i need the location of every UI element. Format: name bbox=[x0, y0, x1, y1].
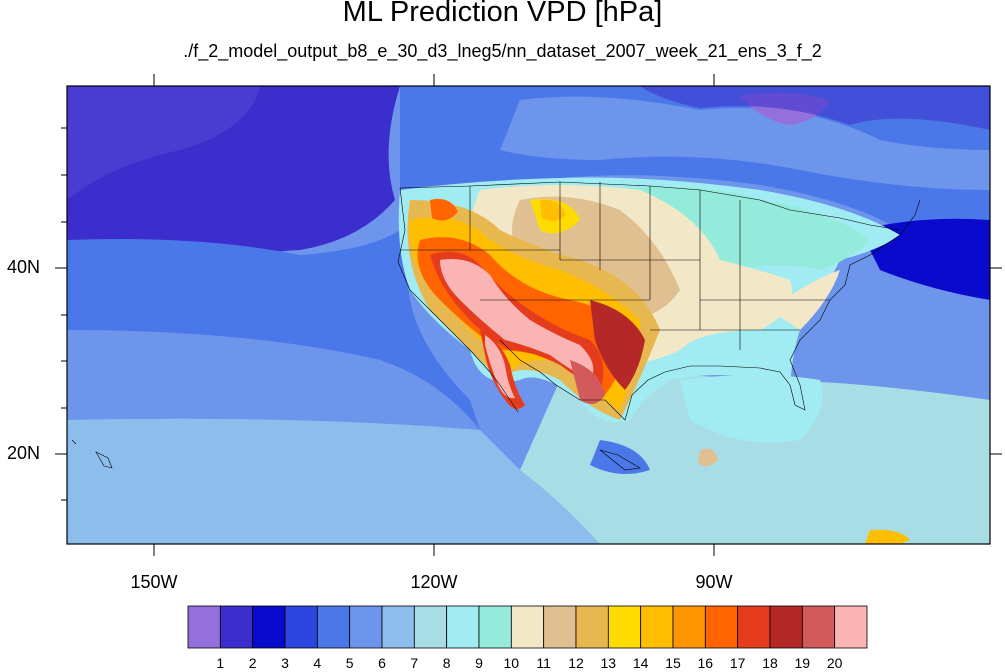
colorbar-tick-label: 10 bbox=[503, 655, 520, 671]
colorbar-box bbox=[446, 605, 480, 649]
colorbar-tick-label: 20 bbox=[826, 655, 843, 671]
colorbar-tick-label: 6 bbox=[378, 655, 386, 671]
colorbar-box bbox=[834, 605, 868, 649]
coastlines bbox=[71, 181, 921, 471]
colorbar-box bbox=[607, 605, 642, 649]
colorbar-box bbox=[543, 605, 577, 649]
colorbar-box bbox=[801, 605, 836, 649]
colorbar-box bbox=[640, 605, 674, 649]
lon-label-120w: 120W bbox=[410, 572, 458, 592]
colorbar-tick-label: 17 bbox=[729, 655, 746, 671]
colorbar-tick-label: 1 bbox=[216, 655, 225, 671]
colorbar-box bbox=[381, 605, 415, 649]
colorbar-box bbox=[349, 605, 383, 649]
colorbar-box bbox=[284, 605, 318, 649]
colorbar-box bbox=[704, 605, 739, 649]
colorbar-tick-label: 5 bbox=[345, 655, 354, 671]
colorbar-tick-label: 16 bbox=[697, 655, 714, 671]
colorbar-tick-label: 3 bbox=[281, 655, 289, 671]
colorbar-box bbox=[219, 605, 254, 649]
colorbar-box bbox=[672, 605, 706, 649]
colorbar-box bbox=[413, 605, 448, 649]
colorbar-tick-label: 4 bbox=[313, 655, 322, 671]
colorbar-tick-label: 18 bbox=[762, 655, 778, 671]
lat-label-20n: 20N bbox=[7, 443, 41, 463]
lon-label-90w: 90W bbox=[695, 572, 733, 592]
colorbar bbox=[187, 605, 868, 649]
colorbar-tick-label: 19 bbox=[794, 655, 811, 671]
colorbar-tick-label: 14 bbox=[632, 655, 649, 671]
colorbar-box bbox=[252, 605, 286, 649]
colorbar-box bbox=[316, 605, 351, 649]
colorbar-tick-label: 15 bbox=[665, 655, 681, 671]
axis-ticks bbox=[55, 74, 1002, 556]
colorbar-box bbox=[187, 605, 221, 649]
colorbar-tick-label: 12 bbox=[568, 655, 584, 671]
chart-title: ML Prediction VPD [hPa] bbox=[342, 0, 663, 28]
colorbar-tick-label: 8 bbox=[442, 655, 451, 671]
colorbar-box bbox=[769, 605, 803, 649]
colorbar-tick-label: 13 bbox=[600, 655, 617, 671]
colorbar-tick-label: 9 bbox=[475, 655, 483, 671]
vpd-field bbox=[67, 86, 990, 544]
colorbar-box bbox=[737, 605, 771, 649]
chart-subtitle: ./f_2_model_output_b8_e_30_d3_lneg5/nn_d… bbox=[183, 41, 822, 61]
colorbar-box bbox=[575, 605, 609, 649]
colorbar-tick-label: 11 bbox=[536, 655, 551, 671]
lon-label-150w: 150W bbox=[130, 572, 178, 592]
colorbar-tick-label: 7 bbox=[410, 655, 419, 671]
lat-label-40n: 40N bbox=[7, 257, 41, 277]
colorbar-tick-label: 2 bbox=[248, 655, 257, 671]
colorbar-box bbox=[478, 605, 512, 649]
colorbar-box bbox=[510, 605, 545, 649]
